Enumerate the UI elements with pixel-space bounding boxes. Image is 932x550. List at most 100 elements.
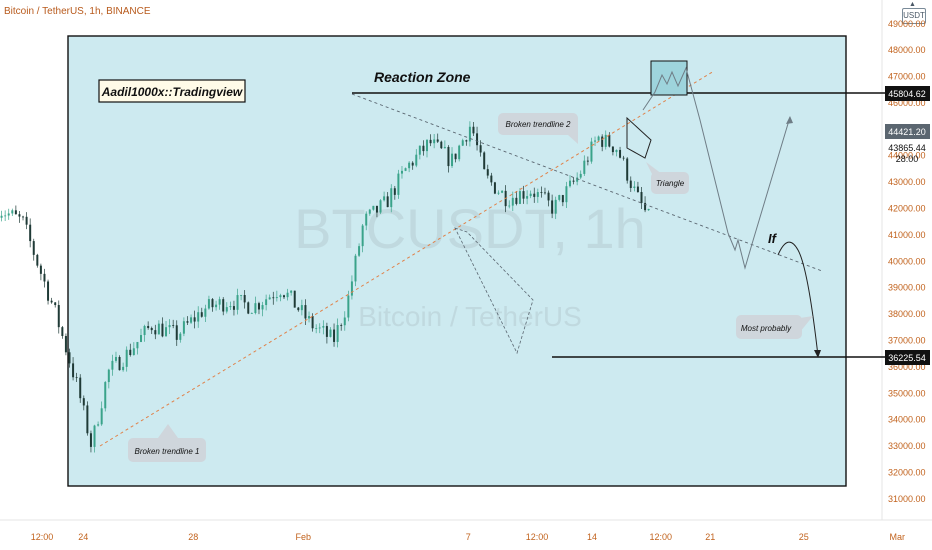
- candle-body: [472, 126, 475, 134]
- callout-trendline-1-text: Broken trendline 1: [135, 447, 200, 456]
- candle-body: [572, 180, 575, 182]
- candle-body: [619, 149, 622, 158]
- y-tick-label: 38000.00: [888, 309, 926, 319]
- candle-body: [43, 273, 46, 282]
- y-tick-label: 43000.00: [888, 177, 926, 187]
- reaction-zone-box: [67, 35, 847, 487]
- candle-body: [290, 290, 293, 293]
- candle-body: [211, 299, 214, 308]
- candle-body: [576, 177, 579, 182]
- candle-body: [265, 299, 268, 306]
- candle-body: [408, 162, 411, 169]
- candle-body: [200, 312, 203, 317]
- candle-body: [193, 317, 196, 322]
- chevron-up-icon[interactable]: ▲: [909, 1, 916, 8]
- candle-body: [501, 190, 504, 193]
- candle-body: [261, 305, 264, 310]
- candle-body: [18, 214, 21, 217]
- candle-body: [611, 146, 614, 153]
- candle-body: [551, 200, 554, 214]
- chart-title: Bitcoin / TetherUS, 1h, BINANCE: [4, 6, 151, 17]
- y-tick-label: 48000.00: [888, 45, 926, 55]
- level-price-tag-low: 36225.54: [885, 350, 930, 365]
- candle-body: [243, 295, 246, 303]
- candle-body: [86, 405, 89, 434]
- candle-body: [468, 126, 471, 142]
- candle-body: [240, 295, 243, 296]
- candle-body: [554, 199, 557, 214]
- candle-body: [418, 145, 421, 155]
- candle-body: [476, 133, 479, 146]
- candle-body: [447, 146, 450, 167]
- candle-body: [329, 329, 332, 337]
- candle-body: [461, 140, 464, 146]
- candle-body: [25, 216, 28, 225]
- y-tick-label: 46000.00: [888, 98, 926, 108]
- candle-body: [272, 297, 275, 299]
- candle-body: [479, 145, 482, 153]
- candle-body: [254, 303, 257, 314]
- candle-body: [518, 191, 521, 204]
- candle-body: [522, 191, 525, 199]
- candle-body: [293, 290, 296, 308]
- candle-body: [4, 215, 7, 217]
- candle-body: [0, 215, 3, 218]
- candle-body: [179, 333, 182, 340]
- candle-body: [275, 297, 278, 299]
- candle-body: [204, 308, 207, 317]
- candle-body: [558, 195, 561, 200]
- candle-body: [283, 295, 285, 298]
- candle-body: [104, 382, 107, 409]
- last-price-tag: 44421.20: [885, 124, 930, 139]
- x-tick-label: Mar: [890, 532, 906, 542]
- y-tick-label: 36000.00: [888, 362, 926, 372]
- candle-body: [57, 305, 60, 328]
- candle-body: [529, 193, 532, 197]
- arrowhead-down: [814, 350, 821, 358]
- candle-body: [350, 281, 353, 296]
- candle-body: [75, 377, 78, 379]
- candle-body: [64, 336, 67, 353]
- y-tick-label: 34000.00: [888, 415, 926, 425]
- level-price-tag-high-text: 45804.62: [888, 89, 926, 99]
- candle-body: [93, 425, 96, 447]
- callout-trendline-2: Broken trendline 2: [498, 113, 578, 144]
- candle-body: [300, 305, 303, 311]
- candle-body: [322, 326, 325, 328]
- falling-wedge: [454, 227, 534, 355]
- candle-body: [308, 316, 311, 319]
- x-tick-label: 12:00: [526, 532, 549, 542]
- candle-body: [633, 186, 636, 188]
- candle-body: [122, 366, 125, 371]
- candle-body: [629, 180, 632, 188]
- candle-body: [368, 209, 371, 214]
- candle-body: [390, 188, 393, 208]
- y-tick-label: 49000.00: [888, 19, 926, 29]
- candle-body: [393, 188, 396, 195]
- candle-body: [39, 265, 42, 274]
- candle-body: [111, 360, 114, 370]
- candle-body: [451, 153, 454, 167]
- candle-body: [72, 363, 75, 378]
- candle-body: [7, 213, 10, 216]
- candle-body: [622, 157, 625, 159]
- callout-trendline-1: Broken trendline 1: [128, 424, 206, 462]
- candle-body: [604, 134, 607, 147]
- x-tick-label: 24: [78, 532, 88, 542]
- candle-body: [515, 197, 518, 204]
- candle-body: [343, 317, 346, 326]
- candle-body: [136, 341, 139, 349]
- candle-body: [225, 307, 228, 312]
- level-price-tag-high: 45804.62: [885, 86, 930, 101]
- candle-body: [61, 327, 64, 337]
- y-tick-label: 42000.00: [888, 204, 926, 214]
- last-price-tag-text: 44421.20: [888, 127, 926, 137]
- currency-button[interactable]: USDT: [902, 8, 926, 24]
- x-tick-label: Feb: [295, 532, 311, 542]
- candle-body: [540, 192, 543, 193]
- secondary-price-subtext: 28:00: [896, 154, 919, 164]
- candle-body: [533, 193, 536, 197]
- candle-body: [197, 312, 200, 322]
- candle-body: [601, 136, 604, 147]
